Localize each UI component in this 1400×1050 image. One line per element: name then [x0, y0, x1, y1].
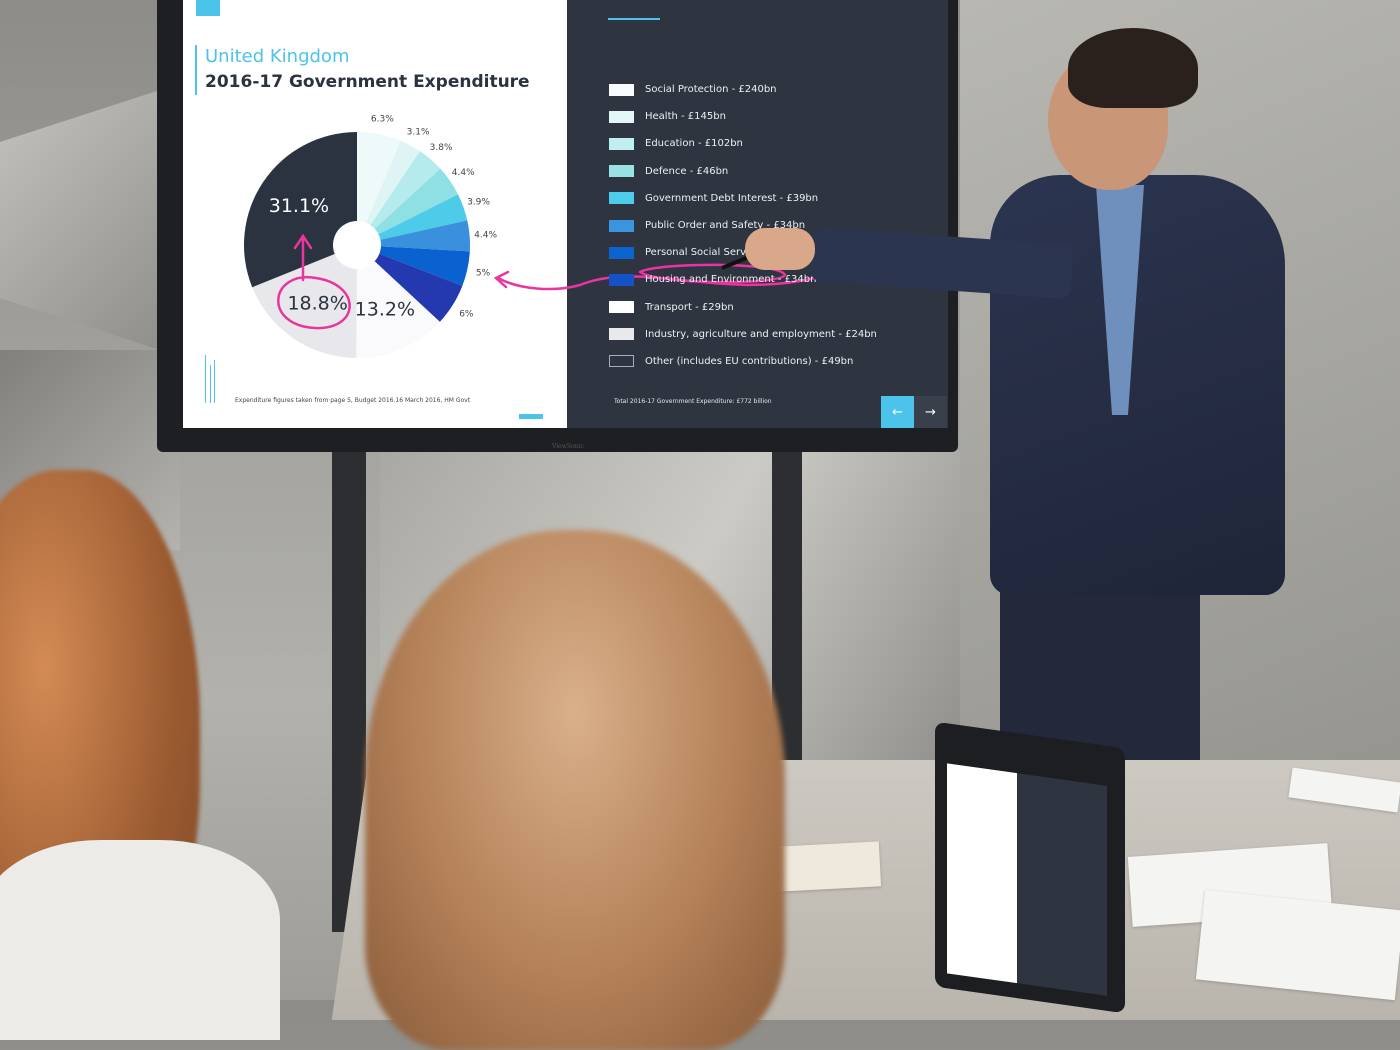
pie-slice — [252, 245, 357, 358]
pie-slice — [357, 194, 468, 245]
legend-swatch — [609, 192, 634, 205]
legend-item: Other (includes EU contributions) - £49b… — [609, 348, 877, 375]
legend-item: Defence - £46bn — [609, 158, 877, 185]
next-slide-button[interactable]: → — [914, 396, 947, 428]
legend-label: Personal Social Serv — [645, 247, 747, 259]
legend-label: Education - £102bn — [645, 138, 743, 150]
pie-slice — [357, 220, 470, 252]
legend-swatch — [609, 246, 634, 259]
legend-item: Industry, agriculture and employment - £… — [609, 321, 877, 348]
pie-label: 5% — [476, 268, 491, 278]
total-expenditure: Total 2016-17 Government Expenditure: £7… — [614, 398, 772, 405]
legend-label: Defence - £46bn — [645, 165, 729, 177]
legend-swatch — [609, 273, 634, 286]
audience-shoulder-left — [0, 840, 280, 1040]
legend-swatch — [609, 328, 634, 341]
pie-label: 13.2% — [355, 299, 415, 321]
legend-label: Government Debt Interest - £39bn — [645, 192, 819, 204]
ink-arrow-to-slice — [493, 270, 817, 291]
pie-label: 3.1% — [407, 127, 430, 137]
presenter-hair — [1068, 28, 1198, 108]
legend-label: Transport - £29bn — [645, 301, 734, 313]
legend-item: Public Order and Safety - £34bn — [609, 212, 877, 239]
decor-lines — [214, 360, 215, 403]
legend-swatch — [609, 219, 634, 232]
accent-bar — [519, 414, 543, 419]
pie-slice — [357, 245, 463, 322]
ink-underline-loop — [638, 263, 787, 284]
legend-swatch — [609, 83, 634, 96]
pie-slice — [244, 132, 357, 288]
pie-slice — [357, 168, 459, 245]
legend-item: Health - £145bn — [609, 103, 877, 130]
pie-label: 6.3% — [371, 115, 394, 125]
accent-line — [608, 18, 660, 20]
arrow-right-icon: → — [925, 404, 936, 420]
pie-label: 3.9% — [467, 198, 490, 208]
pie-slice — [357, 140, 420, 245]
legend-item: Government Debt Interest - £39bn — [609, 185, 877, 212]
accent-block — [196, 0, 220, 16]
pie-slice — [357, 151, 441, 245]
pie-slice — [357, 132, 401, 245]
legend-item: Personal Social Serv — [609, 239, 877, 266]
legend-label: Housing and Environment - £34bn — [645, 274, 817, 286]
presenter-hand — [745, 228, 815, 270]
pie-label: 4.4% — [474, 230, 497, 240]
decor-lines — [205, 355, 206, 403]
pie-label: 31.1% — [269, 195, 329, 217]
pie-label: 4.4% — [452, 168, 475, 178]
pie-label: 6% — [459, 309, 474, 319]
arrow-left-icon: ← — [892, 404, 903, 420]
laptop — [935, 721, 1125, 1014]
pie-slice — [357, 245, 470, 286]
legend-label: Public Order and Safety - £34bn — [645, 220, 806, 232]
legend-swatch — [609, 110, 634, 123]
ink-circle — [277, 275, 351, 330]
laptop-screen — [947, 763, 1107, 996]
chart-legend: Social Protection - £240bn Health - £145b… — [609, 76, 877, 375]
legend-label: Health - £145bn — [645, 111, 726, 123]
legend-item: Social Protection - £240bn — [609, 76, 877, 103]
audience-member-center — [365, 530, 785, 1050]
decor-lines — [210, 365, 211, 403]
ink-arrow-up — [293, 233, 313, 282]
legend-item: Transport - £29bn — [609, 294, 877, 321]
pie-label: 18.8% — [287, 292, 347, 314]
legend-swatch — [609, 137, 634, 150]
slide-title: 2016-17 Government Expenditure — [205, 72, 530, 92]
legend-item: Education - £102bn — [609, 130, 877, 157]
legend-label: Other (includes EU contributions) - £49b… — [645, 355, 854, 367]
legend-label: Industry, agriculture and employment - £… — [645, 328, 877, 340]
legend-swatch — [609, 301, 634, 314]
slide-subtitle: United Kingdom — [205, 46, 350, 67]
laptop-slide-left — [947, 763, 1017, 984]
pie-label: 3.8% — [430, 143, 453, 153]
legend-swatch — [609, 165, 634, 178]
donut-hole — [333, 221, 381, 269]
legend-item: Housing and Environment - £34bn — [609, 266, 877, 293]
pie-slice — [356, 245, 440, 358]
pie-chart: 6.3% 3.1%3.8% 4.4% 3.9% 4.4% 5% 6% 13.2% 18.8% 31… — [244, 115, 817, 358]
prev-slide-button[interactable]: ← — [881, 396, 914, 428]
monitor-brand: ViewSonic — [552, 443, 584, 450]
legend-label: Social Protection - £240bn — [645, 84, 777, 96]
legend-swatch — [609, 355, 634, 368]
source-note: Expenditure figures taken from page 5, B… — [235, 397, 471, 404]
title-bar — [195, 45, 197, 95]
